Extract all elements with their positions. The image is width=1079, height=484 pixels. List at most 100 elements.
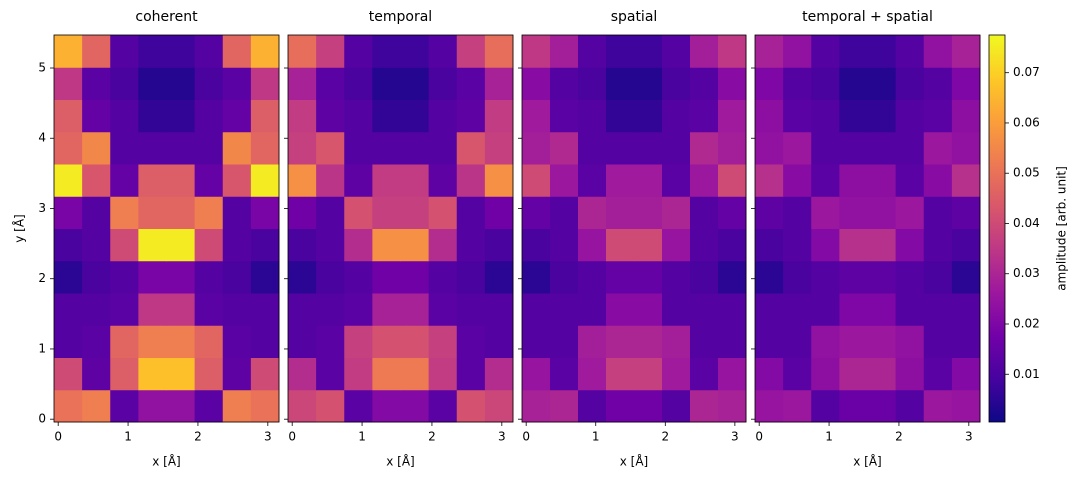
heatmap-cell bbox=[895, 228, 925, 262]
y-tick-label: 5 bbox=[38, 61, 46, 75]
heatmap-cell bbox=[288, 389, 317, 423]
heatmap-cell bbox=[400, 99, 430, 133]
heatmap-cell bbox=[951, 99, 981, 133]
heatmap-cell bbox=[606, 131, 635, 165]
heatmap-cell bbox=[428, 35, 458, 68]
heatmap-cell bbox=[316, 357, 345, 391]
heatmap-cell bbox=[54, 293, 83, 326]
heatmap-cell bbox=[839, 293, 868, 326]
heatmap-cell bbox=[372, 164, 401, 197]
heatmap-cell bbox=[316, 99, 345, 133]
heatmap-cell bbox=[895, 164, 925, 197]
heatmap-cell bbox=[316, 325, 345, 358]
heatmap-cell bbox=[82, 293, 111, 326]
heatmap-cell bbox=[138, 99, 167, 133]
heatmap-cell bbox=[344, 196, 373, 229]
heatmap-cell bbox=[522, 131, 551, 165]
heatmap-cell bbox=[951, 164, 981, 197]
x-tick-label: 2 bbox=[428, 430, 436, 444]
heatmap-cell bbox=[634, 389, 663, 423]
heatmap-cell bbox=[54, 325, 83, 358]
plot-frame bbox=[287, 34, 514, 423]
heatmap-cell bbox=[428, 357, 458, 391]
heatmap-cell bbox=[839, 389, 868, 423]
heatmap-cell bbox=[344, 293, 373, 326]
heatmap-cell bbox=[222, 131, 252, 165]
heatmap-cell bbox=[400, 67, 430, 100]
y-tick-label: 1 bbox=[38, 341, 46, 355]
heatmap-cell bbox=[690, 293, 719, 326]
heatmap-cell bbox=[110, 99, 139, 133]
heatmap-cell bbox=[578, 228, 607, 262]
heatmap-cell bbox=[250, 164, 280, 197]
plot-frame bbox=[53, 34, 280, 423]
heatmap-cell bbox=[194, 67, 224, 100]
heatmap-cell bbox=[138, 67, 167, 100]
colorbar-label: amplitude [arb. unit] bbox=[1055, 166, 1069, 291]
colorbar-tick-label: 0.03 bbox=[1013, 266, 1040, 280]
heatmap-cell bbox=[372, 325, 401, 358]
x-tick-label: 1 bbox=[124, 430, 132, 444]
heatmap-cell bbox=[923, 67, 953, 100]
heatmap-cell bbox=[662, 325, 691, 358]
heatmap-cell bbox=[400, 35, 430, 68]
colorbar-tick-label: 0.07 bbox=[1013, 65, 1040, 79]
heatmap-cell bbox=[194, 164, 224, 197]
heatmap-cell bbox=[867, 357, 897, 391]
heatmap-cell bbox=[867, 131, 897, 165]
heatmap-cell bbox=[82, 99, 111, 133]
heatmap-cell bbox=[138, 35, 167, 68]
x-tick-label: 1 bbox=[825, 430, 833, 444]
heatmap-cell bbox=[222, 260, 252, 294]
heatmap-cell bbox=[428, 293, 458, 326]
heatmap-cell bbox=[578, 357, 607, 391]
heatmap-cell bbox=[522, 293, 551, 326]
heatmap-cell bbox=[867, 228, 897, 262]
x-tick-label: 0 bbox=[288, 430, 296, 444]
plot-frame bbox=[754, 34, 981, 423]
heatmap-cell bbox=[783, 389, 812, 423]
heatmap-cell bbox=[755, 99, 784, 133]
heatmap-cell bbox=[110, 325, 139, 358]
heatmap-cell bbox=[316, 260, 345, 294]
heatmap-cell bbox=[166, 35, 196, 68]
heatmap-cell bbox=[690, 228, 719, 262]
heatmap-cell bbox=[428, 164, 458, 197]
heatmap-cell bbox=[867, 389, 897, 423]
heatmap-cell bbox=[634, 196, 663, 229]
heatmap-cell bbox=[755, 325, 784, 358]
heatmap-cell bbox=[484, 164, 514, 197]
heatmap-cell bbox=[718, 389, 747, 423]
heatmap-cell bbox=[456, 325, 486, 358]
heatmap-cell bbox=[662, 260, 691, 294]
heatmap-cell bbox=[578, 131, 607, 165]
heatmap-cell bbox=[718, 67, 747, 100]
heatmap-cell bbox=[316, 293, 345, 326]
x-tick-label: 0 bbox=[522, 430, 530, 444]
heatmap-cell bbox=[951, 325, 981, 358]
heatmap-cell bbox=[839, 99, 868, 133]
heatmap-cell bbox=[344, 67, 373, 100]
heatmap-cell bbox=[811, 325, 840, 358]
heatmap-cell bbox=[82, 164, 111, 197]
heatmap-cell bbox=[662, 164, 691, 197]
heatmap-cell bbox=[606, 260, 635, 294]
colorbar-tick-label: 0.06 bbox=[1013, 115, 1040, 129]
heatmap-cell bbox=[606, 164, 635, 197]
heatmap-cell bbox=[250, 228, 280, 262]
heatmap-cell bbox=[54, 228, 83, 262]
x-tick-label: 2 bbox=[895, 430, 903, 444]
heatmap-cell bbox=[783, 260, 812, 294]
heatmap-cell bbox=[867, 35, 897, 68]
heatmap-cell bbox=[428, 325, 458, 358]
heatmap-cell bbox=[578, 196, 607, 229]
heatmap-cell bbox=[250, 67, 280, 100]
heatmap-cell bbox=[895, 357, 925, 391]
heatmap-cell bbox=[344, 357, 373, 391]
heatmap-cell bbox=[372, 196, 401, 229]
heatmap-cell bbox=[783, 357, 812, 391]
heatmap-cell bbox=[606, 389, 635, 423]
colorbar-tick-label: 0.01 bbox=[1013, 367, 1040, 381]
heatmap-cell bbox=[839, 131, 868, 165]
heatmap-cell bbox=[484, 293, 514, 326]
